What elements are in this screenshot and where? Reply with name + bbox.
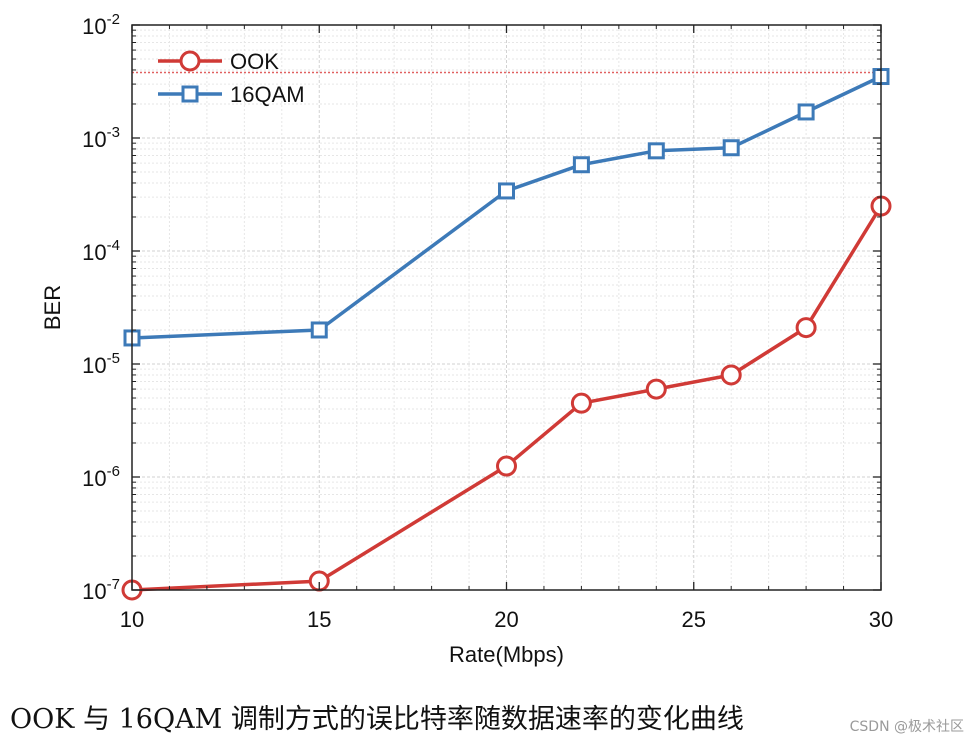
x-tick-label: 15 xyxy=(307,607,331,632)
data-point xyxy=(647,142,665,160)
data-point xyxy=(310,321,328,339)
data-point xyxy=(797,103,815,121)
data-point xyxy=(498,182,515,200)
legend-label: OOK xyxy=(230,49,279,74)
y-tick-label: 10-4 xyxy=(82,237,120,265)
series-layer xyxy=(121,68,892,601)
data-point xyxy=(496,455,517,477)
tick-labels: 10 15 20 25 30 10-7 10-6 10-5 10-4 10-3 10-2 xyxy=(82,11,893,632)
ber-chart: 10 15 20 25 30 10-7 10-6 10-5 10-4 10-3 10-2 Rate(… xyxy=(40,11,893,667)
data-point xyxy=(572,156,590,174)
legend-label: 16QAM xyxy=(230,82,305,107)
legend-marker xyxy=(179,50,201,72)
y-tick-label: 10-3 xyxy=(82,124,120,152)
minor-grid xyxy=(132,25,881,590)
axis-ticks xyxy=(131,24,882,591)
y-axis-label: BER xyxy=(40,285,65,330)
series-line-16qam xyxy=(131,74,882,340)
legend-item-16qam[interactable]: 16QAM xyxy=(158,82,305,107)
legend[interactable]: OOK 16QAM xyxy=(158,49,305,107)
series-ook xyxy=(121,195,892,601)
figure-caption: OOK 与 16QAM 调制方式的误比特率随数据速率的变化曲线 xyxy=(10,704,744,735)
watermark: CSDN @极术社区 xyxy=(849,719,964,735)
x-tick-label: 25 xyxy=(682,607,706,632)
x-tick-label: 20 xyxy=(494,607,518,632)
y-tick-label: 10-7 xyxy=(82,576,120,604)
series-line-ook xyxy=(131,205,883,592)
data-point xyxy=(570,392,592,414)
x-axis-label: Rate(Mbps) xyxy=(449,642,564,667)
legend-marker xyxy=(181,85,199,103)
x-tick-label: 10 xyxy=(120,607,144,632)
y-tick-label: 10-5 xyxy=(82,350,120,378)
data-point xyxy=(722,139,740,157)
y-tick-label: 10-2 xyxy=(82,11,120,39)
y-tick-label: 10-6 xyxy=(82,463,120,491)
data-point xyxy=(720,364,742,386)
series-16qam xyxy=(123,68,890,347)
data-point xyxy=(795,317,817,339)
data-point xyxy=(645,378,667,400)
x-tick-label: 30 xyxy=(869,607,893,632)
legend-item-ook[interactable]: OOK xyxy=(158,49,279,74)
